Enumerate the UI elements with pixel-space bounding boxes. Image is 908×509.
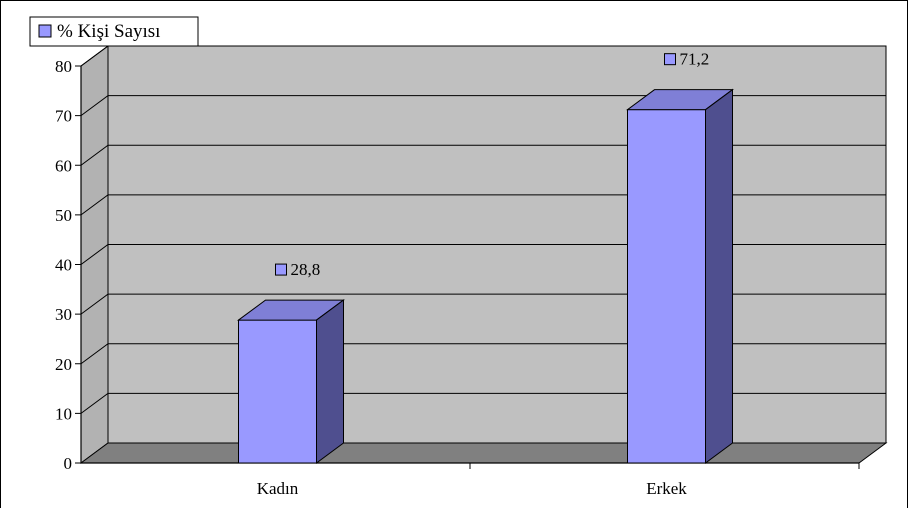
gridline (80, 194, 886, 216)
y-tick-label: 70 (55, 107, 72, 126)
data-label-swatch (275, 263, 287, 276)
bar-0-front (238, 319, 317, 464)
legend-label: % Kişi Sayısı (57, 21, 160, 42)
y-tick-label: 30 (55, 305, 72, 324)
floor (79, 442, 888, 464)
gridline (80, 392, 886, 414)
legend-box (29, 16, 199, 47)
bars (236, 88, 735, 464)
gridline (80, 144, 886, 166)
y-tick-label: 40 (55, 256, 72, 275)
gridlines (80, 45, 886, 414)
data-labels: 28,8 71,2 (275, 50, 710, 279)
y-tick-label: 20 (55, 355, 72, 374)
chart-walls (79, 45, 888, 464)
bar-1-side (705, 88, 733, 464)
gridline (80, 244, 886, 265)
gridline (80, 343, 886, 365)
data-label: 71,2 (680, 50, 710, 69)
data-label: 28,8 (291, 260, 321, 279)
gridline (80, 293, 886, 315)
y-tick-label: 50 (55, 206, 72, 225)
x-tick-label: Erkek (646, 479, 687, 498)
gridline (80, 95, 886, 117)
bar-1-front (627, 109, 706, 464)
legend: % Kişi Sayısı (29, 16, 199, 47)
x-tick-label: Kadın (257, 479, 299, 498)
y-tick-label: 0 (64, 454, 73, 473)
legend-swatch (38, 24, 52, 38)
y-tick-label: 10 (55, 404, 72, 423)
x-axis-ticks: Kadın Erkek (257, 463, 860, 498)
bar-0-side (316, 299, 344, 464)
y-axis-ticks: 0 10 20 30 40 50 60 70 80 (55, 57, 81, 473)
y-tick-label: 80 (55, 57, 72, 76)
data-label-swatch (664, 53, 676, 66)
y-tick-label: 60 (55, 156, 72, 175)
